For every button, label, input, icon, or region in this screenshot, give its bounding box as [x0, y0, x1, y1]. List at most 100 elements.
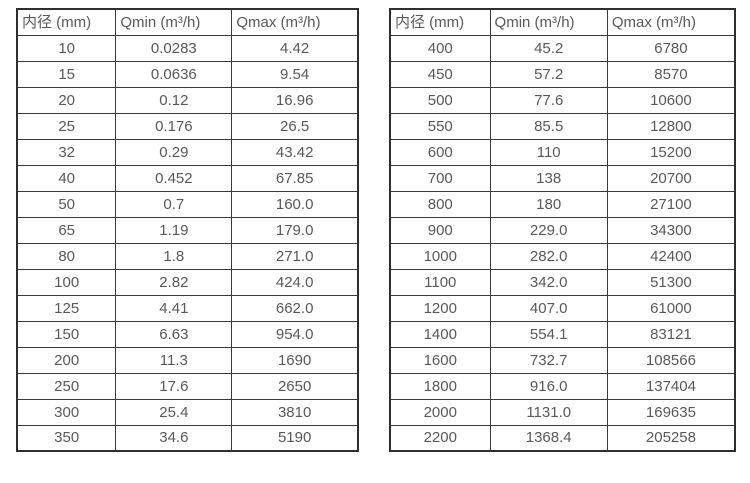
cell-qmin: 25.4: [115, 398, 233, 426]
cell-inner-diameter: 550: [389, 112, 491, 140]
table-row: 450 57.2 8570: [389, 60, 736, 88]
table-row: 1100 342.0 51300: [389, 268, 736, 296]
cell-qmin: 1368.4: [489, 424, 608, 452]
cell-inner-diameter: 65: [16, 216, 117, 244]
table-row: 2000 1131.0 169635: [389, 398, 736, 426]
cell-inner-diameter: 500: [389, 86, 491, 114]
table-row: 300 25.4 3810: [16, 398, 359, 426]
header-qmin: Qmin (m³/h): [115, 8, 233, 36]
cell-inner-diameter: 10: [16, 34, 117, 62]
table-row: 25 0.176 26.5: [16, 112, 359, 140]
flow-spec-table-large-diameters: 内径 (mm) Qmin (m³/h) Qmax (m³/h) 400 45.2 6…: [389, 8, 736, 452]
table-row: 400 45.2 6780: [389, 34, 736, 62]
cell-inner-diameter: 1100: [389, 268, 491, 296]
cell-qmin: 732.7: [489, 346, 608, 374]
table-row: 2200 1368.4 205258: [389, 424, 736, 452]
cell-qmax: 10600: [606, 86, 736, 114]
header-qmax: Qmax (m³/h): [606, 8, 736, 36]
table-header-row: 内径 (mm) Qmin (m³/h) Qmax (m³/h): [389, 8, 736, 36]
table-row: 600 110 15200: [389, 138, 736, 166]
cell-inner-diameter: 800: [389, 190, 491, 218]
table-row: 1800 916.0 137404: [389, 372, 736, 400]
cell-qmax: 26.5: [231, 112, 359, 140]
cell-qmax: 3810: [231, 398, 359, 426]
cell-qmax: 6780: [606, 34, 736, 62]
table-row: 500 77.6 10600: [389, 86, 736, 114]
cell-inner-diameter: 450: [389, 60, 491, 88]
header-qmax: Qmax (m³/h): [231, 8, 359, 36]
cell-inner-diameter: 150: [16, 320, 117, 348]
cell-qmax: 61000: [606, 294, 736, 322]
cell-qmax: 954.0: [231, 320, 359, 348]
cell-qmax: 12800: [606, 112, 736, 140]
table-row: 700 138 20700: [389, 164, 736, 192]
cell-qmin: 916.0: [489, 372, 608, 400]
cell-inner-diameter: 600: [389, 138, 491, 166]
cell-qmax: 179.0: [231, 216, 359, 244]
cell-qmin: 110: [489, 138, 608, 166]
cell-qmin: 77.6: [489, 86, 608, 114]
cell-inner-diameter: 1800: [389, 372, 491, 400]
table-row: 200 11.3 1690: [16, 346, 359, 374]
cell-qmin: 554.1: [489, 320, 608, 348]
table-row: 900 229.0 34300: [389, 216, 736, 244]
cell-inner-diameter: 200: [16, 346, 117, 374]
table-row: 20 0.12 16.96: [16, 86, 359, 114]
cell-qmax: 5190: [231, 424, 359, 452]
cell-inner-diameter: 250: [16, 372, 117, 400]
cell-qmax: 662.0: [231, 294, 359, 322]
cell-qmax: 205258: [606, 424, 736, 452]
cell-qmin: 0.0283: [115, 34, 233, 62]
cell-qmin: 2.82: [115, 268, 233, 296]
cell-qmin: 0.12: [115, 86, 233, 114]
cell-inner-diameter: 350: [16, 424, 117, 452]
table-row: 50 0.7 160.0: [16, 190, 359, 218]
table-row: 80 1.8 271.0: [16, 242, 359, 270]
cell-qmax: 9.54: [231, 60, 359, 88]
cell-qmax: 51300: [606, 268, 736, 296]
cell-qmax: 20700: [606, 164, 736, 192]
cell-inner-diameter: 20: [16, 86, 117, 114]
header-inner-diameter: 内径 (mm): [389, 8, 491, 36]
cell-qmax: 271.0: [231, 242, 359, 270]
cell-inner-diameter: 2000: [389, 398, 491, 426]
table-row: 1000 282.0 42400: [389, 242, 736, 270]
cell-inner-diameter: 1400: [389, 320, 491, 348]
cell-qmax: 108566: [606, 346, 736, 374]
table-row: 1200 407.0 61000: [389, 294, 736, 322]
table-row: 10 0.0283 4.42: [16, 34, 359, 62]
cell-qmax: 42400: [606, 242, 736, 270]
table-row: 800 180 27100: [389, 190, 736, 218]
cell-qmax: 2650: [231, 372, 359, 400]
cell-qmax: 137404: [606, 372, 736, 400]
cell-inner-diameter: 1600: [389, 346, 491, 374]
cell-qmin: 57.2: [489, 60, 608, 88]
cell-qmax: 16.96: [231, 86, 359, 114]
header-qmin: Qmin (m³/h): [489, 8, 608, 36]
cell-inner-diameter: 125: [16, 294, 117, 322]
table-row: 1400 554.1 83121: [389, 320, 736, 348]
cell-qmax: 169635: [606, 398, 736, 426]
cell-qmax: 8570: [606, 60, 736, 88]
cell-qmin: 0.7: [115, 190, 233, 218]
cell-qmin: 45.2: [489, 34, 608, 62]
cell-inner-diameter: 25: [16, 112, 117, 140]
cell-qmin: 0.176: [115, 112, 233, 140]
cell-inner-diameter: 32: [16, 138, 117, 166]
table-header-row: 内径 (mm) Qmin (m³/h) Qmax (m³/h): [16, 8, 359, 36]
table-row: 40 0.452 67.85: [16, 164, 359, 192]
cell-qmin: 1.8: [115, 242, 233, 270]
cell-qmax: 424.0: [231, 268, 359, 296]
cell-inner-diameter: 40: [16, 164, 117, 192]
cell-qmin: 0.0636: [115, 60, 233, 88]
cell-qmin: 1.19: [115, 216, 233, 244]
cell-qmax: 1690: [231, 346, 359, 374]
cell-inner-diameter: 50: [16, 190, 117, 218]
cell-qmax: 15200: [606, 138, 736, 166]
cell-qmin: 407.0: [489, 294, 608, 322]
cell-qmax: 83121: [606, 320, 736, 348]
cell-qmin: 1131.0: [489, 398, 608, 426]
table-row: 125 4.41 662.0: [16, 294, 359, 322]
cell-inner-diameter: 400: [389, 34, 491, 62]
